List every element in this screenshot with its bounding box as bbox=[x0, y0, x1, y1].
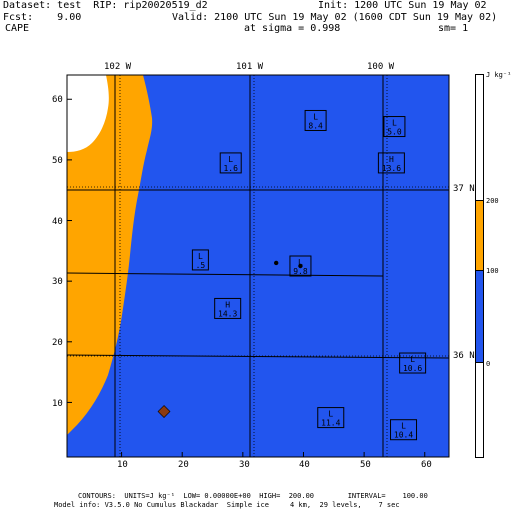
cape-white-zone bbox=[67, 75, 109, 152]
hl-mark: L11.4 bbox=[317, 407, 345, 429]
hl-value: 10.6 bbox=[403, 364, 422, 373]
hl-mark: L1.6 bbox=[219, 152, 242, 174]
hl-value: .5 bbox=[196, 261, 206, 270]
hl-box bbox=[377, 152, 405, 174]
init-label: Init: 1200 UTC Sun 19 May 02 bbox=[318, 0, 487, 11]
x-tick-20: 20 bbox=[178, 460, 189, 470]
fcst-label: Fcst: 9.00 bbox=[3, 12, 82, 23]
hl-value: 10.4 bbox=[394, 431, 413, 440]
station-diamond bbox=[157, 405, 171, 418]
hl-box bbox=[289, 255, 312, 277]
colorbar bbox=[475, 74, 484, 458]
y-tick-50: 50 bbox=[52, 156, 63, 166]
map-border bbox=[66, 74, 450, 458]
lat-label-37n: 37 N bbox=[453, 184, 475, 194]
x-tick-30: 30 bbox=[239, 460, 250, 470]
colorbar-tick-0 bbox=[476, 362, 483, 363]
hl-letter: L bbox=[328, 410, 333, 419]
hl-mark: H13.6 bbox=[377, 152, 405, 174]
footer-contours: CONTOURS: UNITS=J kg⁻¹ LOW= 0.00000E+00 … bbox=[78, 492, 428, 500]
hl-value: 11.4 bbox=[321, 419, 340, 428]
hl-value: 5.0 bbox=[387, 128, 402, 137]
hl-letter: H bbox=[225, 300, 230, 309]
y-tick-30: 30 bbox=[52, 277, 63, 287]
hl-letter: H bbox=[389, 155, 394, 164]
x-tick-60: 60 bbox=[421, 460, 432, 470]
hl-mark: H14.3 bbox=[214, 297, 242, 319]
hl-box bbox=[390, 419, 418, 441]
colorbar-unit: J kg⁻¹ bbox=[486, 71, 512, 79]
city-dot bbox=[298, 263, 303, 269]
hl-box bbox=[304, 109, 327, 131]
x-tick-10: 10 bbox=[117, 460, 128, 470]
hl-box bbox=[191, 249, 209, 271]
hl-letter: L bbox=[228, 155, 233, 164]
colorbar-blue bbox=[476, 270, 483, 362]
y-tick-10: 10 bbox=[52, 399, 63, 409]
lat-label-36n: 36 N bbox=[453, 351, 475, 361]
y-tick-40: 40 bbox=[52, 217, 63, 227]
colorbar-tick-200 bbox=[476, 200, 483, 201]
state-line-36n bbox=[66, 354, 450, 359]
hl-value: 9.8 bbox=[293, 267, 308, 276]
sigma-label: at sigma = 0.998 bbox=[244, 23, 341, 34]
sm-label: sm= 1 bbox=[438, 23, 469, 34]
map-frame-group bbox=[66, 74, 450, 458]
colorbar-tick-100 bbox=[476, 270, 483, 271]
lon-label-102w: 102 W bbox=[104, 62, 132, 72]
hl-mark: L5.0 bbox=[383, 116, 406, 138]
hl-box bbox=[317, 407, 345, 429]
hl-value: 8.4 bbox=[308, 121, 323, 130]
field-label: CAPE bbox=[5, 23, 30, 34]
axis-ticks bbox=[67, 98, 426, 457]
hl-mark: L9.8 bbox=[289, 255, 312, 277]
lon-label-101w: 101 W bbox=[236, 62, 264, 72]
hl-letter: L bbox=[198, 252, 203, 261]
x-tick-50: 50 bbox=[360, 460, 371, 470]
hl-letter: L bbox=[298, 258, 303, 267]
hl-value: 1.6 bbox=[223, 164, 238, 173]
x-tick-40: 40 bbox=[299, 460, 310, 470]
colorbar-label-200: 200 bbox=[486, 197, 499, 205]
city-dot bbox=[273, 260, 279, 266]
y-tick-60: 60 bbox=[52, 95, 63, 105]
hl-letter: L bbox=[313, 112, 318, 121]
valid-label: Valid: 2100 UTC Sun 19 May 02 (1600 CDT … bbox=[172, 12, 498, 23]
hl-letter: L bbox=[392, 119, 397, 128]
hl-letter: L bbox=[401, 422, 406, 431]
hl-box bbox=[214, 297, 242, 319]
hl-mark: L8.4 bbox=[304, 109, 327, 131]
hl-box bbox=[383, 116, 406, 138]
footer-model-info: Model info: V3.5.0 No Cumulus Blackadar … bbox=[54, 501, 400, 509]
hl-mark: L.5 bbox=[191, 249, 209, 271]
cape-orange-zone bbox=[67, 75, 153, 435]
hl-box bbox=[219, 152, 242, 174]
hl-mark: L10.4 bbox=[390, 419, 418, 441]
hl-box bbox=[399, 352, 427, 374]
y-tick-20: 20 bbox=[52, 338, 63, 348]
graticule bbox=[67, 75, 449, 457]
hl-value: 13.6 bbox=[382, 164, 401, 173]
colorbar-label-0: 0 bbox=[486, 360, 491, 368]
dataset-label: Dataset: test RIP: rip20020519_d2 bbox=[3, 0, 208, 11]
lon-label-100w: 100 W bbox=[367, 62, 395, 72]
colorbar-orange bbox=[476, 200, 483, 270]
hl-mark: L10.6 bbox=[399, 352, 427, 374]
hl-value: 14.3 bbox=[218, 309, 237, 318]
hl-letter: L bbox=[410, 355, 415, 364]
colorbar-label-100: 100 bbox=[486, 267, 499, 275]
